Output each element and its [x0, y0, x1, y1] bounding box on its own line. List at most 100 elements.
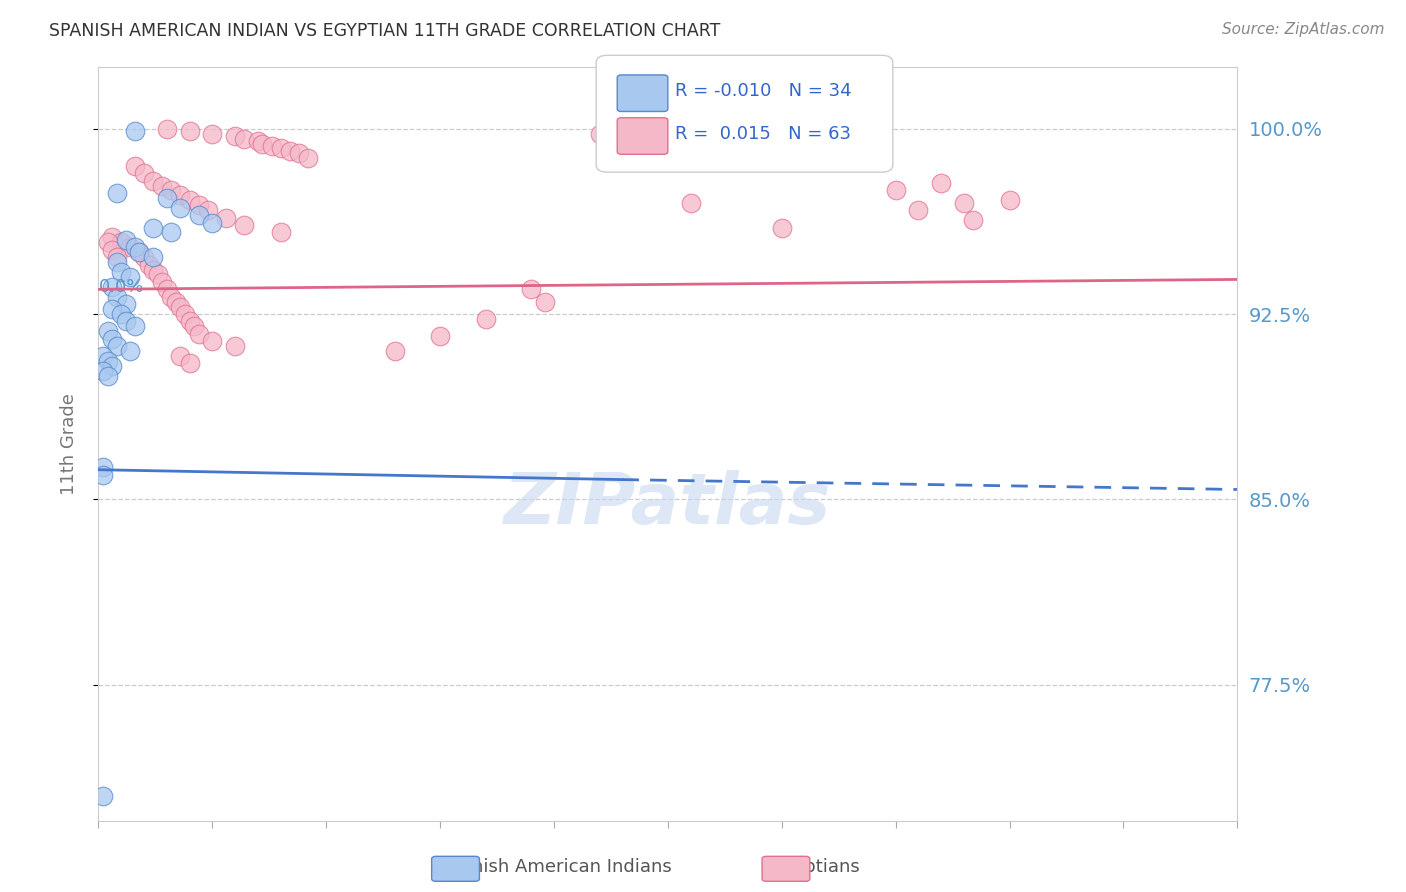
- Point: [224, 129, 246, 144]
- Point: [160, 184, 183, 198]
- Point: [96, 324, 118, 338]
- Point: [156, 191, 179, 205]
- Point: [150, 275, 173, 289]
- Point: [233, 218, 256, 232]
- Point: [101, 280, 124, 294]
- Point: [156, 121, 179, 136]
- Point: [101, 359, 124, 373]
- Point: [142, 250, 165, 264]
- Point: [146, 268, 169, 282]
- Point: [679, 195, 702, 210]
- Point: [770, 220, 793, 235]
- Point: [183, 319, 205, 334]
- Point: [224, 339, 246, 353]
- Point: [110, 235, 132, 250]
- Point: [105, 186, 128, 200]
- Point: [138, 258, 160, 272]
- Point: [929, 176, 952, 190]
- Point: [96, 235, 118, 250]
- Text: Spanish American Indians: Spanish American Indians: [439, 858, 672, 876]
- Point: [128, 245, 150, 260]
- Point: [124, 159, 146, 173]
- Point: [156, 282, 179, 296]
- Point: [91, 467, 114, 482]
- Point: [105, 339, 128, 353]
- Point: [169, 188, 191, 202]
- Point: [110, 307, 132, 321]
- Point: [124, 319, 146, 334]
- Point: [907, 203, 929, 218]
- Point: [197, 203, 219, 218]
- Point: [520, 282, 543, 296]
- Point: [252, 136, 274, 151]
- Point: [114, 233, 136, 247]
- Point: [160, 290, 183, 304]
- Text: 0.0%: 0.0%: [98, 278, 143, 296]
- Point: [260, 139, 283, 153]
- Point: [179, 314, 201, 328]
- Point: [124, 240, 146, 254]
- Point: [884, 184, 907, 198]
- Point: [165, 294, 187, 309]
- Point: [233, 131, 256, 145]
- Point: [179, 194, 201, 208]
- Point: [91, 349, 114, 363]
- Point: [962, 213, 984, 227]
- Point: [120, 344, 142, 359]
- Text: SPANISH AMERICAN INDIAN VS EGYPTIAN 11TH GRADE CORRELATION CHART: SPANISH AMERICAN INDIAN VS EGYPTIAN 11TH…: [49, 22, 721, 40]
- Point: [105, 255, 128, 269]
- Point: [120, 240, 142, 254]
- Point: [270, 226, 292, 240]
- Point: [998, 194, 1021, 208]
- Point: [114, 297, 136, 311]
- Point: [588, 127, 610, 141]
- Point: [201, 127, 224, 141]
- Text: ZIPatlas: ZIPatlas: [505, 469, 831, 539]
- Point: [384, 344, 406, 359]
- Point: [91, 364, 114, 378]
- Point: [297, 152, 319, 166]
- Point: [142, 220, 165, 235]
- Point: [288, 146, 311, 161]
- Point: [534, 294, 557, 309]
- Point: [187, 198, 209, 212]
- Point: [215, 211, 238, 225]
- Point: [142, 173, 165, 187]
- Point: [169, 349, 191, 363]
- Point: [114, 314, 136, 328]
- Point: [953, 195, 976, 210]
- Point: [201, 334, 224, 349]
- Point: [278, 144, 301, 158]
- Point: [101, 332, 124, 346]
- Point: [105, 290, 128, 304]
- Point: [110, 265, 132, 279]
- Point: [96, 354, 118, 368]
- Point: [120, 269, 142, 284]
- Point: [270, 141, 292, 155]
- Point: [187, 208, 209, 222]
- Point: [201, 216, 224, 230]
- Text: Source: ZipAtlas.com: Source: ZipAtlas.com: [1222, 22, 1385, 37]
- Point: [101, 243, 124, 257]
- Point: [124, 124, 146, 138]
- Point: [179, 124, 201, 138]
- Point: [474, 312, 496, 326]
- Point: [160, 226, 183, 240]
- Point: [169, 201, 191, 215]
- Point: [246, 134, 269, 148]
- Point: [91, 460, 114, 475]
- Point: [150, 178, 173, 193]
- Text: Egyptians: Egyptians: [770, 858, 860, 876]
- Point: [132, 250, 155, 264]
- Point: [612, 136, 634, 151]
- Point: [101, 230, 124, 244]
- Point: [429, 329, 451, 343]
- Point: [179, 356, 201, 370]
- Y-axis label: 11th Grade: 11th Grade: [59, 392, 77, 495]
- Point: [105, 250, 128, 264]
- Point: [128, 245, 150, 260]
- Point: [174, 307, 197, 321]
- Point: [91, 789, 114, 803]
- Point: [169, 300, 191, 314]
- Point: [101, 302, 124, 317]
